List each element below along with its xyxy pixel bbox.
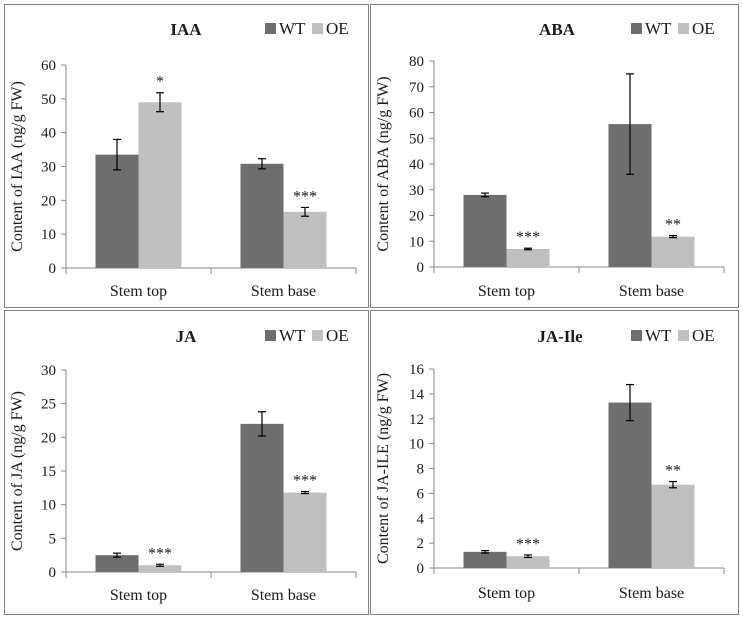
legend-label-wt: WT [645, 326, 672, 345]
y-tick-label: 2 [417, 536, 425, 552]
y-tick-label: 30 [409, 183, 424, 199]
x-tick-label: Stem base [251, 587, 316, 604]
legend-swatch-wt [265, 330, 276, 341]
x-tick-label: Stem base [619, 283, 684, 300]
legend-label-oe: OE [692, 19, 715, 38]
y-tick-label: 10 [409, 234, 424, 250]
y-tick-label: 12 [409, 412, 424, 428]
legend-swatch-oe [678, 330, 689, 341]
y-tick-label: 70 [409, 80, 424, 96]
significance-label: ** [665, 217, 681, 234]
bar-wt-stem-top [463, 551, 507, 568]
y-tick-label: 40 [409, 157, 424, 173]
y-axis-label: Content of JA-ILE (ng/g FW) [375, 373, 392, 564]
bar-oe-stem-base [283, 492, 327, 572]
chart-panel-aba: ABA WT OE 0 10 20 30 40 50 60 70 80 Content of ABA (… [370, 4, 739, 308]
bar-wt-stem-top [95, 154, 139, 268]
bar-oe-stem-top [506, 248, 550, 267]
legend-swatch-wt [631, 330, 642, 341]
legend-swatch-oe [312, 23, 323, 34]
y-tick-label: 5 [49, 531, 57, 547]
chart-title: ABA [539, 20, 576, 39]
y-tick-label: 30 [41, 363, 56, 379]
bar-oe-stem-top [506, 556, 550, 568]
legend-swatch-oe [312, 330, 323, 341]
bar-wt-stem-base [240, 423, 284, 572]
y-axis-label: Content of JA (ng/g FW) [9, 391, 26, 551]
y-tick-label: 16 [409, 362, 425, 378]
y-tick-label: 0 [417, 561, 425, 577]
legend-swatch-wt [265, 23, 276, 34]
y-tick-label: 60 [41, 58, 56, 74]
x-tick-label: Stem base [619, 585, 684, 602]
bar-oe-stem-base [651, 484, 695, 568]
y-tick-label: 10 [41, 227, 56, 243]
chart-title: JA-Ile [537, 327, 583, 346]
legend-swatch-oe [678, 23, 689, 34]
y-axis-label: Content of IAA (ng/g FW) [9, 81, 26, 252]
y-tick-label: 30 [41, 160, 56, 176]
chart-title: IAA [170, 20, 202, 39]
y-tick-label: 15 [41, 464, 56, 480]
legend-label-oe: OE [326, 326, 349, 345]
panel-border [370, 310, 739, 615]
chart-panel-jaile: JA-Ile WT OE 0 2 4 6 8 10 12 14 16 Content of JA-ILE… [370, 310, 739, 615]
y-tick-label: 20 [409, 209, 424, 225]
y-tick-label: 25 [41, 397, 56, 413]
y-tick-label: 0 [49, 261, 57, 277]
y-tick-label: 0 [417, 260, 425, 276]
bar-wt-stem-base [608, 402, 652, 568]
chart-panel-ja: JA WT OE 0 5 10 15 20 25 30 Content of JA (ng/g FW… [4, 310, 369, 615]
chart-panel-iaa: IAA WT OE 0 10 20 30 40 50 60 Content of IAA (ng/g… [4, 4, 369, 308]
y-tick-label: 60 [409, 106, 424, 122]
y-tick-label: 20 [41, 430, 56, 446]
y-tick-label: 50 [41, 92, 56, 108]
y-tick-label: 14 [409, 387, 425, 403]
x-tick-label: Stem top [478, 585, 535, 602]
significance-label: *** [293, 473, 317, 490]
y-tick-label: 80 [409, 54, 424, 70]
bar-oe-stem-base [651, 236, 695, 267]
y-tick-label: 40 [41, 126, 56, 142]
y-tick-label: 6 [417, 486, 425, 502]
x-tick-label: Stem base [251, 283, 316, 300]
y-tick-label: 50 [409, 131, 424, 147]
bar-oe-stem-top [138, 565, 182, 572]
bar-wt-stem-base [240, 163, 284, 268]
significance-label: *** [293, 188, 317, 205]
legend-label-wt: WT [645, 19, 672, 38]
bar-wt-stem-top [95, 555, 139, 572]
significance-label: ** [665, 463, 681, 480]
chart-title: JA [176, 327, 198, 346]
legend-label-wt: WT [279, 19, 306, 38]
x-tick-label: Stem top [478, 283, 535, 300]
legend-label-wt: WT [279, 326, 306, 345]
y-tick-label: 4 [417, 511, 425, 527]
y-tick-label: 20 [41, 193, 56, 209]
y-tick-label: 8 [417, 462, 425, 478]
legend-swatch-wt [631, 23, 642, 34]
y-tick-label: 10 [409, 437, 424, 453]
y-tick-label: 10 [41, 498, 56, 514]
bar-wt-stem-top [463, 194, 507, 267]
x-tick-label: Stem top [110, 283, 167, 300]
y-tick-label: 0 [49, 565, 57, 581]
x-tick-label: Stem top [110, 587, 167, 604]
bar-oe-stem-base [283, 211, 327, 268]
legend-label-oe: OE [692, 326, 715, 345]
y-axis-label: Content of ABA (ng/g FW) [375, 76, 392, 251]
legend-label-oe: OE [326, 19, 349, 38]
significance-label: *** [516, 536, 540, 553]
bar-oe-stem-top [138, 102, 182, 268]
significance-label: *** [148, 545, 172, 562]
significance-label: * [156, 74, 164, 91]
significance-label: *** [516, 229, 540, 246]
